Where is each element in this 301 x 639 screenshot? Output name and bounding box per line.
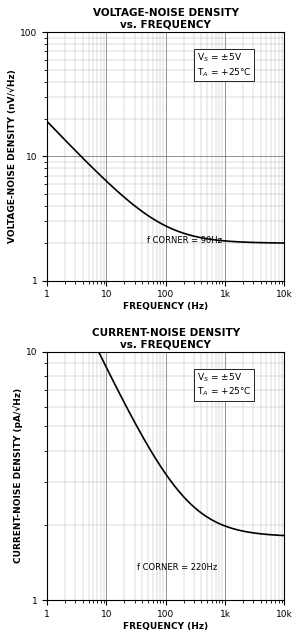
Text: V$_S$ = ±5V
T$_A$ = +25°C: V$_S$ = ±5V T$_A$ = +25°C — [197, 52, 251, 79]
Title: VOLTAGE-NOISE DENSITY
vs. FREQUENCY: VOLTAGE-NOISE DENSITY vs. FREQUENCY — [93, 8, 239, 30]
Title: CURRENT-NOISE DENSITY
vs. FREQUENCY: CURRENT-NOISE DENSITY vs. FREQUENCY — [92, 328, 240, 350]
Text: f CORNER = 90Hz: f CORNER = 90Hz — [147, 236, 222, 245]
X-axis label: FREQUENCY (Hz): FREQUENCY (Hz) — [123, 302, 208, 311]
Y-axis label: CURRENT-NOISE DENSITY (pA/√Hz): CURRENT-NOISE DENSITY (pA/√Hz) — [13, 389, 23, 564]
Y-axis label: VOLTAGE-NOISE DENSITY (nV/√Hz): VOLTAGE-NOISE DENSITY (nV/√Hz) — [8, 70, 17, 243]
Text: f CORNER = 220Hz: f CORNER = 220Hz — [137, 564, 217, 573]
Text: V$_S$ = ±5V
T$_A$ = +25°C: V$_S$ = ±5V T$_A$ = +25°C — [197, 371, 251, 398]
X-axis label: FREQUENCY (Hz): FREQUENCY (Hz) — [123, 622, 208, 631]
